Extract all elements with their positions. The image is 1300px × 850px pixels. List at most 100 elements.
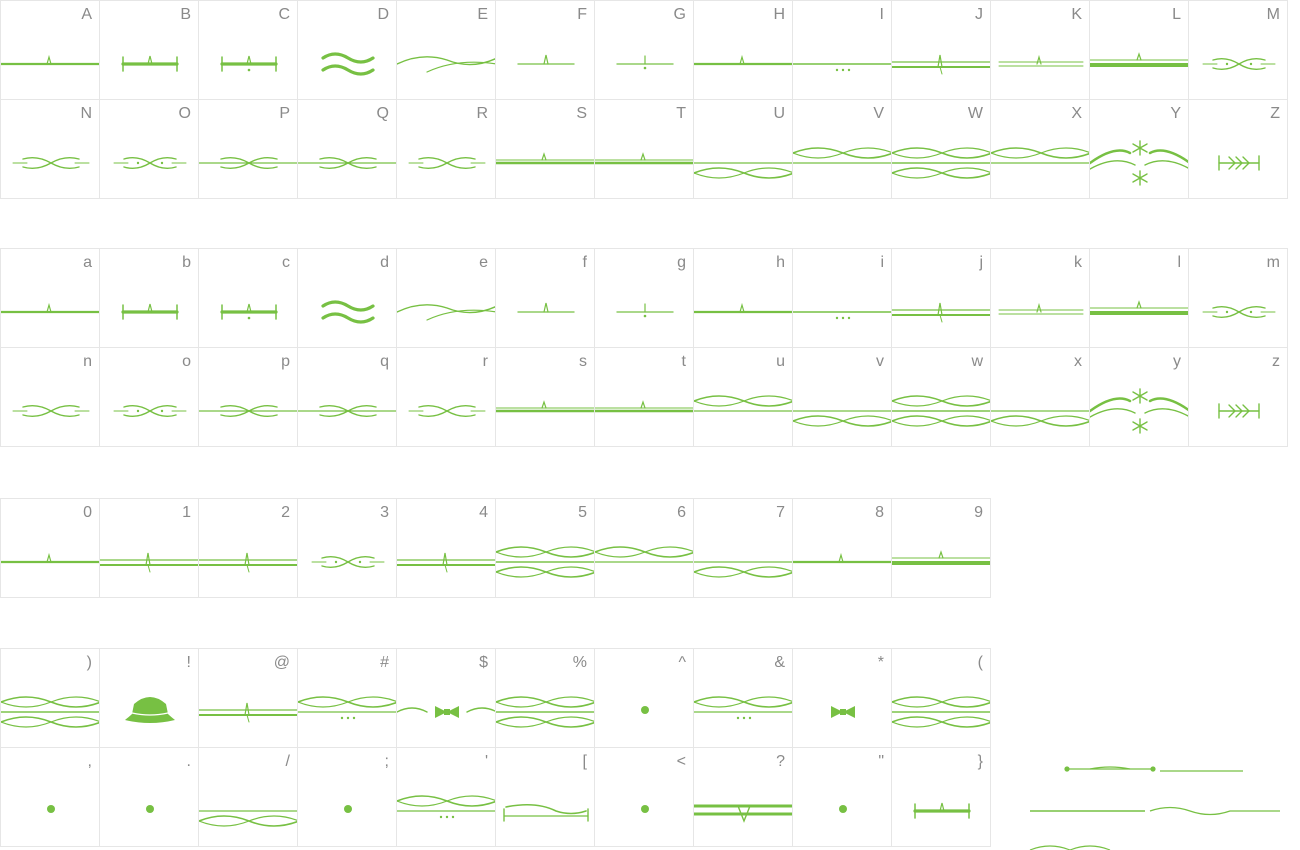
glyph-cell[interactable]: o [99,347,199,447]
glyph-cell[interactable]: j [891,248,991,348]
glyph-cell[interactable]: 7 [693,498,793,598]
glyph-cell[interactable]: S [495,99,595,199]
glyph-cell[interactable]: w [891,347,991,447]
glyph-key-label: q [380,353,389,370]
ornament-glyph-icon [397,304,495,321]
glyph-cell[interactable]: Z [1188,99,1288,199]
ornament-glyph-icon [1090,388,1188,434]
glyph-cell[interactable]: , [0,747,100,847]
ornament-glyph-icon [397,56,495,73]
glyph-cell[interactable]: d [297,248,397,348]
glyph-cell[interactable]: X [990,99,1090,199]
glyph-cell[interactable]: K [990,0,1090,100]
glyph-cell[interactable]: " [792,747,892,847]
glyph-cell[interactable]: z [1188,347,1288,447]
glyph-cell[interactable]: B [99,0,199,100]
glyph-cell[interactable]: / [198,747,298,847]
glyph-cell[interactable]: m [1188,248,1288,348]
glyph-cell[interactable]: [ [495,747,595,847]
ornament-glyph-icon [998,302,1084,315]
glyph-cell[interactable]: I [792,0,892,100]
glyph-cell[interactable]: c [198,248,298,348]
ornament-glyph-icon [100,552,198,573]
glyph-cell[interactable]: k [990,248,1090,348]
glyph-cell[interactable]: M [1188,0,1288,100]
glyph-cell[interactable]: ? [693,747,793,847]
glyph-key-label: H [773,6,785,23]
glyph-cell[interactable]: G [594,0,694,100]
glyph-cell[interactable]: T [594,99,694,199]
glyph-cell[interactable]: f [495,248,595,348]
glyph-cell[interactable]: u [693,347,793,447]
ornament-glyph-icon [694,162,792,179]
glyph-cell[interactable]: . [99,747,199,847]
glyph-cell[interactable]: L [1089,0,1189,100]
ornament-glyph-icon [496,546,594,578]
glyph-cell[interactable]: F [495,0,595,100]
glyph-cell[interactable]: 2 [198,498,298,598]
glyph-cell[interactable]: 8 [792,498,892,598]
glyph-cell[interactable]: v [792,347,892,447]
glyph-cell[interactable]: V [792,99,892,199]
glyph-cell[interactable]: D [297,0,397,100]
glyph-cell[interactable]: * [792,648,892,748]
glyph-cell[interactable]: U [693,99,793,199]
glyph-cell[interactable]: x [990,347,1090,447]
glyph-cell[interactable]: } [891,747,991,847]
glyph-cell[interactable]: 5 [495,498,595,598]
glyph-cell[interactable]: W [891,99,991,199]
glyph-cell[interactable]: a [0,248,100,348]
glyph-cell[interactable]: e [396,248,496,348]
glyph-cell[interactable]: ( [891,648,991,748]
glyph-cell[interactable]: 6 [594,498,694,598]
glyph-cell[interactable]: l [1089,248,1189,348]
glyph-cell[interactable]: # [297,648,397,748]
glyph-cell[interactable]: s [495,347,595,447]
glyph-cell[interactable]: 3 [297,498,397,598]
glyph-cell[interactable]: b [99,248,199,348]
glyph-cell[interactable]: ; [297,747,397,847]
glyph-cell[interactable]: 9 [891,498,991,598]
glyph-cell[interactable]: ! [99,648,199,748]
glyph-cell[interactable]: n [0,347,100,447]
glyph-cell[interactable]: O [99,99,199,199]
glyph-cell[interactable]: C [198,0,298,100]
glyph-cell[interactable]: < [594,747,694,847]
glyph-cell[interactable]: $ [396,648,496,748]
glyph-row: n o p q r s t u v w x y z [0,347,1288,447]
glyph-cell[interactable]: ^ [594,648,694,748]
glyph-cell[interactable]: & [693,648,793,748]
glyph-cell[interactable]: R [396,99,496,199]
glyph-cell[interactable]: p [198,347,298,447]
glyph-cell[interactable]: Y [1089,99,1189,199]
glyph-cell[interactable]: A [0,0,100,100]
glyph-cell[interactable]: @ [198,648,298,748]
glyph-cell[interactable]: E [396,0,496,100]
glyph-cell[interactable]: N [0,99,100,199]
glyph-cell[interactable]: 1 [99,498,199,598]
ornament-glyph-icon [616,303,674,318]
glyph-cell[interactable]: H [693,0,793,100]
glyph-cell[interactable]: P [198,99,298,199]
ornament-glyph-icon [998,54,1084,67]
glyph-cell[interactable]: g [594,248,694,348]
glyph-cell[interactable]: ' [396,747,496,847]
ornament-glyph-icon [1090,52,1188,67]
glyph-cell[interactable]: 0 [0,498,100,598]
ornament-glyph-icon [321,300,375,324]
glyph-cell[interactable]: Q [297,99,397,199]
glyph-section-2: a b c d e f g h i j k l m n o p q r s t u v w x y z [0,248,1288,447]
glyph-key-label: $ [479,654,488,671]
glyph-cell[interactable]: y [1089,347,1189,447]
glyph-cell[interactable]: % [495,648,595,748]
glyph-cell[interactable]: h [693,248,793,348]
glyph-cell[interactable]: r [396,347,496,447]
glyph-cell[interactable]: 4 [396,498,496,598]
glyph-cell[interactable]: ) [0,648,100,748]
glyph-cell[interactable]: i [792,248,892,348]
glyph-key-label: y [1173,353,1181,370]
glyph-cell[interactable]: t [594,347,694,447]
ornament-glyph-icon [1090,300,1188,315]
glyph-cell[interactable]: J [891,0,991,100]
glyph-cell[interactable]: q [297,347,397,447]
